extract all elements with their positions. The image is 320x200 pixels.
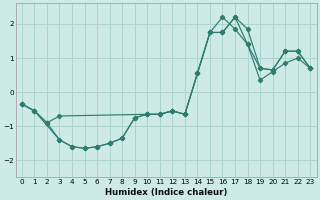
X-axis label: Humidex (Indice chaleur): Humidex (Indice chaleur) [105, 188, 227, 197]
